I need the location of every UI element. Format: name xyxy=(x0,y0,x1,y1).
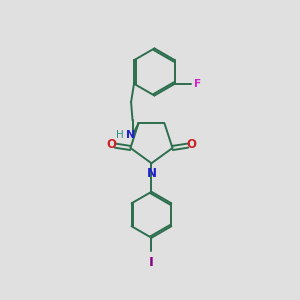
Text: H: H xyxy=(116,130,124,140)
Text: N: N xyxy=(146,167,157,180)
Text: N: N xyxy=(126,130,136,140)
Text: F: F xyxy=(194,79,201,89)
Text: O: O xyxy=(186,138,196,151)
Text: I: I xyxy=(149,256,154,269)
Text: O: O xyxy=(106,138,117,151)
